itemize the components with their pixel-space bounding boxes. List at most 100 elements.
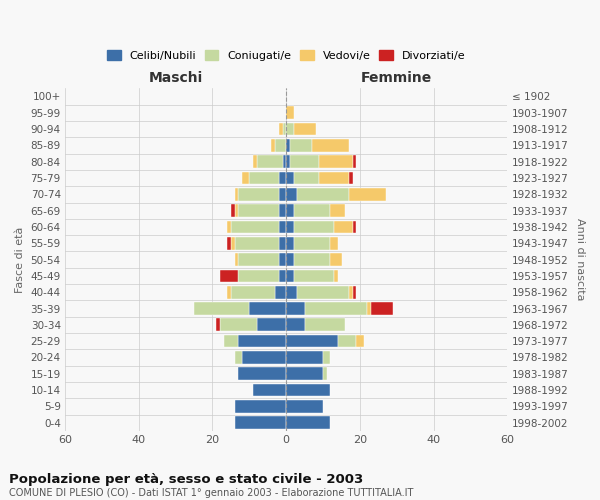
Bar xyxy=(283,156,286,168)
Bar xyxy=(356,335,364,347)
Bar xyxy=(286,172,293,184)
Bar xyxy=(293,204,331,217)
Bar xyxy=(283,123,286,136)
Bar xyxy=(235,351,242,364)
Bar xyxy=(286,139,290,152)
Text: Popolazione per età, sesso e stato civile - 2003: Popolazione per età, sesso e stato civil… xyxy=(9,472,363,486)
Bar xyxy=(250,172,279,184)
Bar xyxy=(275,286,286,298)
Bar xyxy=(231,204,235,217)
Bar xyxy=(353,156,356,168)
Bar xyxy=(238,253,279,266)
Bar xyxy=(293,270,334,282)
Bar xyxy=(220,318,257,331)
Y-axis label: Fasce di età: Fasce di età xyxy=(15,226,25,293)
Bar xyxy=(238,188,279,200)
Bar xyxy=(216,318,220,331)
Bar xyxy=(305,318,345,331)
Bar xyxy=(279,220,286,234)
Legend: Celibi/Nubili, Coniugati/e, Vedovi/e, Divorziati/e: Celibi/Nubili, Coniugati/e, Vedovi/e, Di… xyxy=(103,46,469,66)
Bar xyxy=(253,384,286,396)
Bar xyxy=(257,156,283,168)
Bar xyxy=(242,172,250,184)
Bar xyxy=(331,204,345,217)
Bar xyxy=(271,139,275,152)
Bar xyxy=(286,188,297,200)
Bar xyxy=(323,351,331,364)
Bar xyxy=(319,156,353,168)
Bar xyxy=(227,237,231,250)
Bar xyxy=(286,318,305,331)
Bar xyxy=(353,220,356,234)
Bar xyxy=(231,237,235,250)
Bar xyxy=(235,237,279,250)
Bar xyxy=(238,204,279,217)
Bar xyxy=(286,204,293,217)
Bar xyxy=(349,188,386,200)
Bar xyxy=(319,172,349,184)
Bar xyxy=(279,172,286,184)
Bar xyxy=(231,286,275,298)
Bar xyxy=(286,123,293,136)
Bar xyxy=(224,335,238,347)
Text: Femmine: Femmine xyxy=(361,71,433,85)
Bar xyxy=(323,368,327,380)
Bar xyxy=(331,237,338,250)
Bar xyxy=(286,220,293,234)
Bar xyxy=(286,351,323,364)
Bar xyxy=(349,286,353,298)
Bar xyxy=(253,156,257,168)
Bar xyxy=(286,368,323,380)
Bar xyxy=(286,302,305,315)
Bar xyxy=(257,318,286,331)
Bar xyxy=(250,302,286,315)
Bar xyxy=(235,188,238,200)
Bar xyxy=(286,270,293,282)
Bar xyxy=(242,351,286,364)
Bar xyxy=(286,156,290,168)
Bar xyxy=(367,302,371,315)
Bar xyxy=(279,204,286,217)
Text: COMUNE DI PLESIO (CO) - Dati ISTAT 1° gennaio 2003 - Elaborazione TUTTITALIA.IT: COMUNE DI PLESIO (CO) - Dati ISTAT 1° ge… xyxy=(9,488,413,498)
Bar xyxy=(286,416,331,429)
Bar xyxy=(293,123,316,136)
Bar xyxy=(353,286,356,298)
Bar xyxy=(238,270,279,282)
Bar xyxy=(235,416,286,429)
Bar xyxy=(286,237,293,250)
Bar xyxy=(279,188,286,200)
Bar xyxy=(238,335,286,347)
Bar xyxy=(290,139,312,152)
Bar xyxy=(297,286,349,298)
Bar xyxy=(331,253,341,266)
Bar xyxy=(220,270,238,282)
Bar xyxy=(279,270,286,282)
Bar xyxy=(286,335,338,347)
Bar xyxy=(349,172,353,184)
Bar xyxy=(194,302,250,315)
Bar xyxy=(286,286,297,298)
Bar xyxy=(312,139,349,152)
Bar xyxy=(290,156,319,168)
Bar xyxy=(279,123,283,136)
Bar xyxy=(275,139,286,152)
Bar xyxy=(286,400,323,412)
Bar xyxy=(293,172,319,184)
Bar xyxy=(227,220,231,234)
Y-axis label: Anni di nascita: Anni di nascita xyxy=(575,218,585,301)
Bar xyxy=(227,286,231,298)
Bar xyxy=(231,220,279,234)
Bar xyxy=(286,106,293,119)
Bar xyxy=(305,302,367,315)
Bar xyxy=(334,220,353,234)
Bar xyxy=(286,253,293,266)
Bar xyxy=(235,204,238,217)
Bar xyxy=(293,237,331,250)
Text: Maschi: Maschi xyxy=(148,71,203,85)
Bar xyxy=(238,368,286,380)
Bar xyxy=(334,270,338,282)
Bar xyxy=(286,384,331,396)
Bar xyxy=(371,302,393,315)
Bar xyxy=(297,188,349,200)
Bar xyxy=(279,253,286,266)
